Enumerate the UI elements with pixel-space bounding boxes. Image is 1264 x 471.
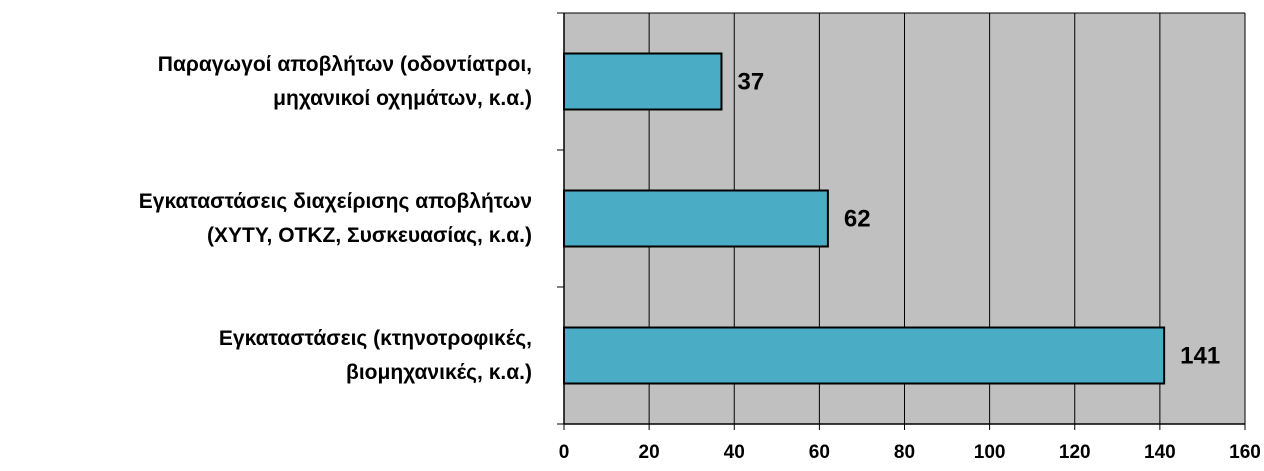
x-tick-label: 20 (639, 442, 660, 463)
category-label: Παραγωγοί αποβλήτων (οδοντίατροι, μηχανικ… (0, 48, 532, 116)
x-tick-label: 160 (1229, 442, 1261, 463)
x-tick-label: 60 (809, 442, 830, 463)
category-label-line: Παραγωγοί αποβλήτων (οδοντίατροι, (157, 52, 532, 76)
x-tick-label: 0 (559, 442, 570, 463)
data-label: 37 (737, 69, 764, 96)
bar (563, 326, 1166, 385)
x-tick-label: 100 (974, 442, 1006, 463)
category-label-line: βιομηχανικές, κ.α.) (346, 360, 532, 384)
x-tick-label: 40 (724, 442, 745, 463)
category-label: Εγκαταστάσεις διαχείρισης αποβλήτων (ΧΥΤΥ… (0, 185, 532, 253)
category-label-line: Εγκαταστάσεις (κτηνοτροφικές, (218, 326, 532, 350)
bar (563, 189, 829, 248)
category-label-line: (ΧΥΤΥ, ΟΤΚΖ, Συσκευασίας, κ.α.) (206, 223, 532, 247)
data-label: 62 (844, 206, 871, 233)
bar (563, 52, 723, 111)
x-tick-label: 140 (1144, 442, 1176, 463)
data-label: 141 (1180, 343, 1220, 370)
category-label-line: μηχανικοί οχημάτων, κ.α.) (273, 86, 532, 110)
x-tick-label: 80 (894, 442, 915, 463)
x-tick-label: 120 (1059, 442, 1091, 463)
category-label: Εγκαταστάσεις (κτηνοτροφικές, βιομηχανικέ… (0, 322, 532, 390)
category-label-line: Εγκαταστάσεις διαχείρισης αποβλήτων (138, 189, 532, 213)
